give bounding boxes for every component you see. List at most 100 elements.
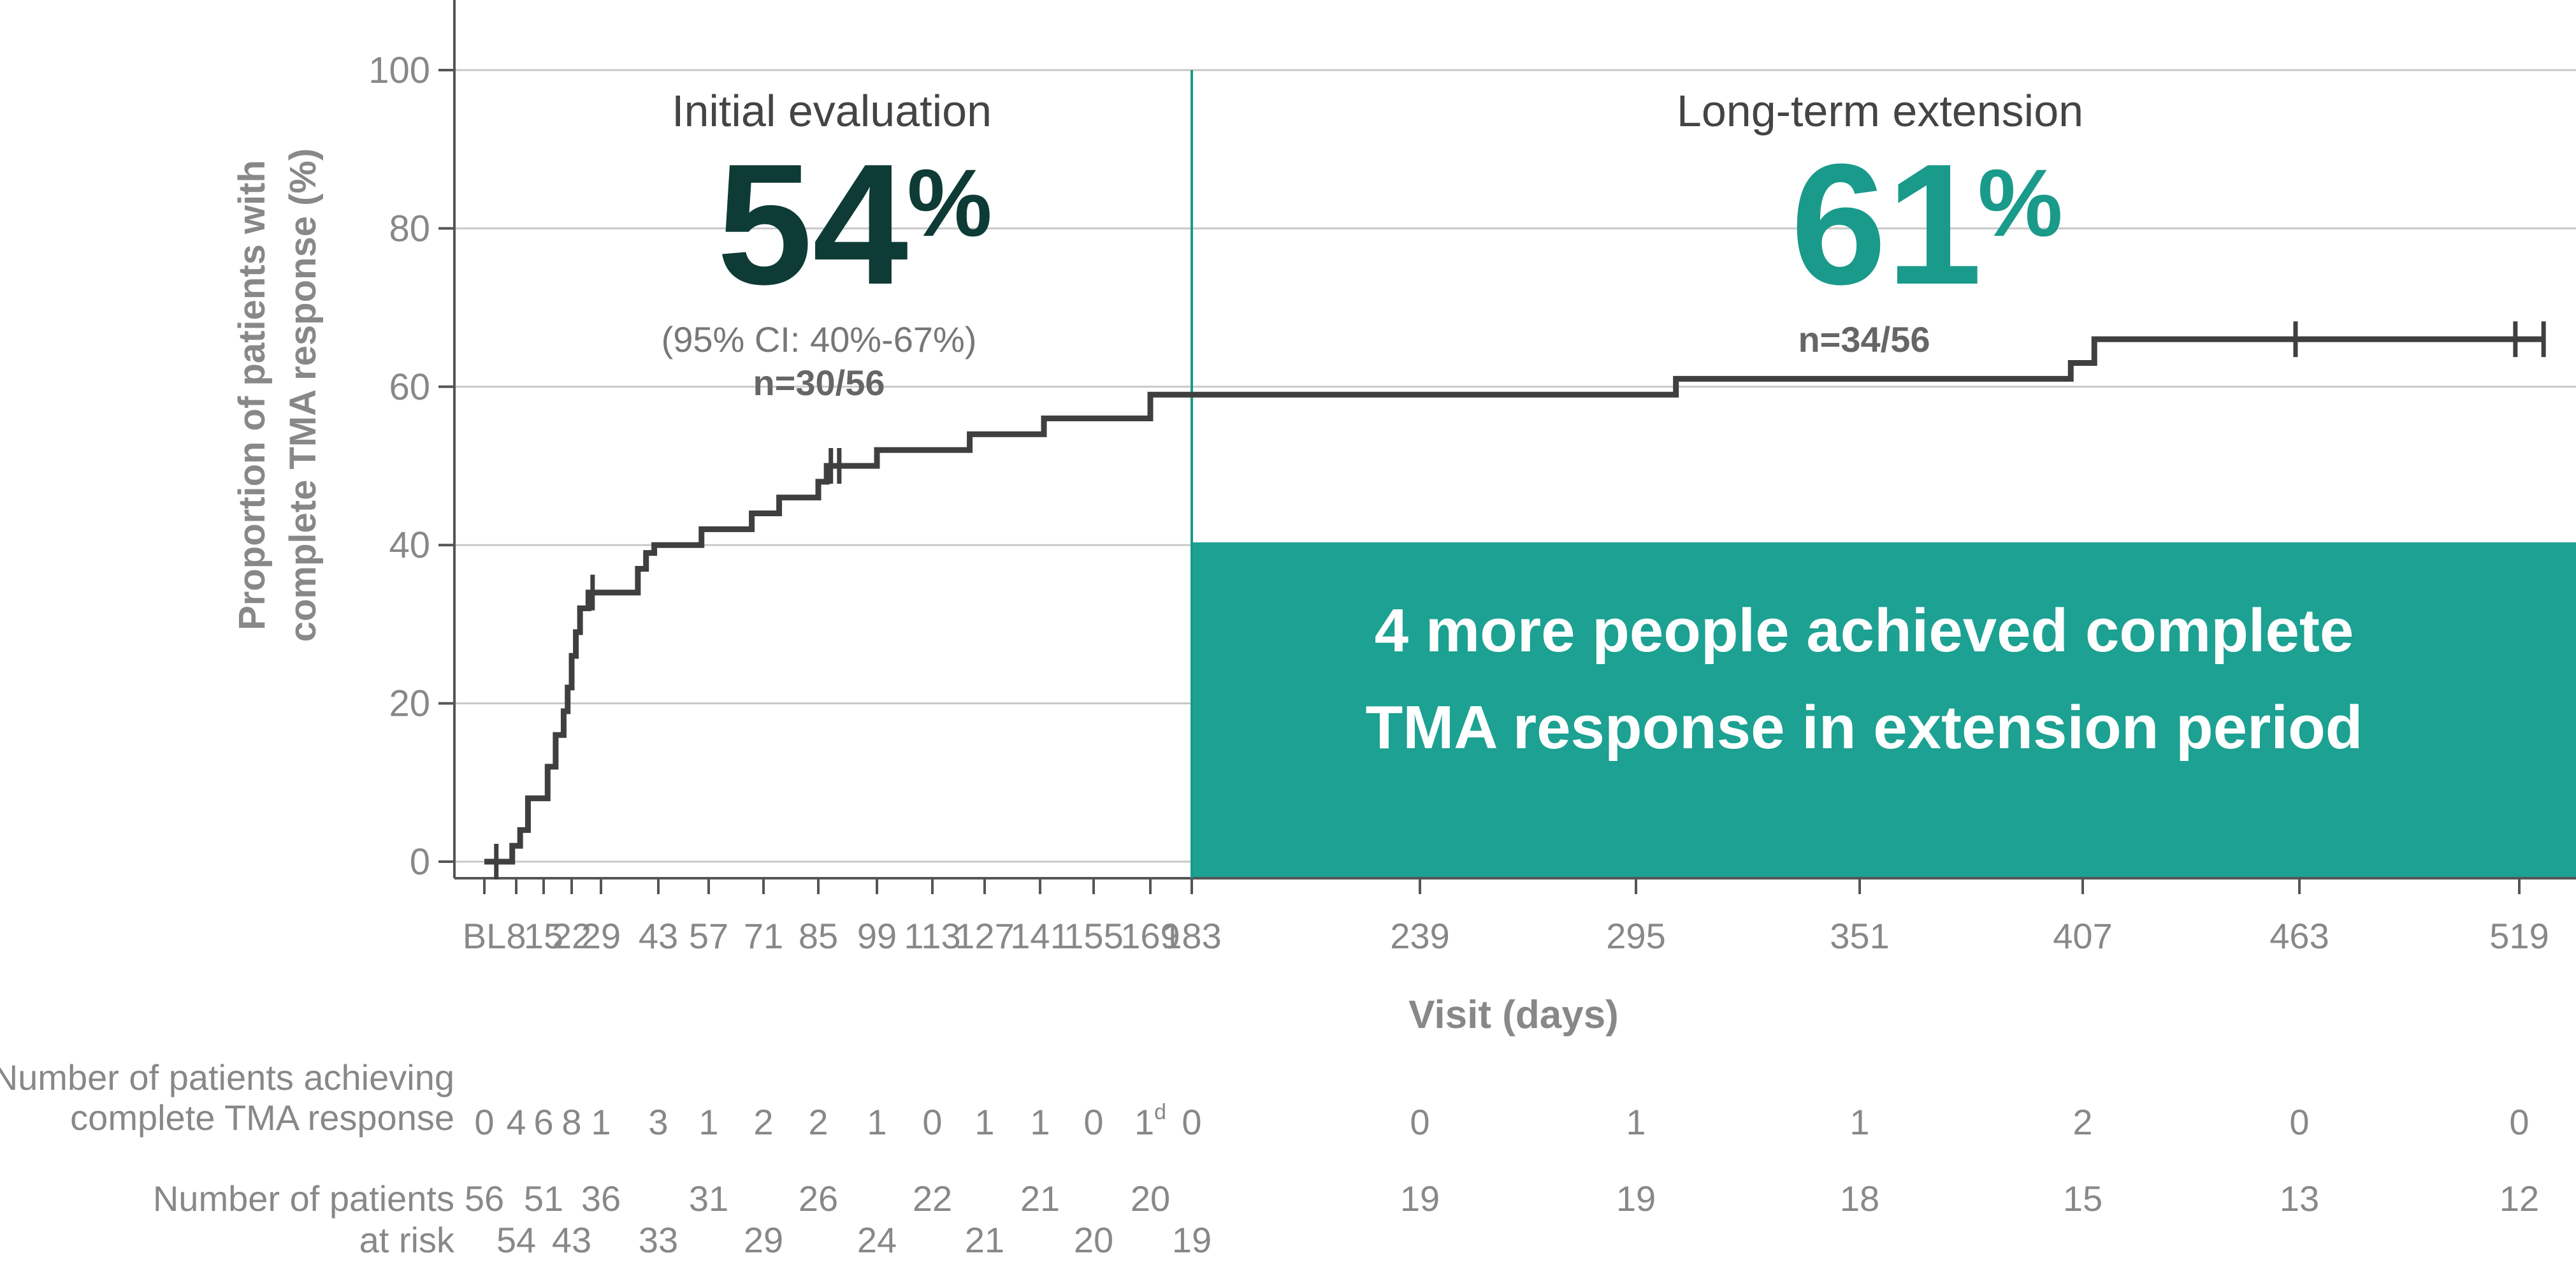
x-tick-label: 57 [689,916,728,956]
initial-panel-n: n=30/56 [753,363,885,403]
risk-value: 22 [913,1178,952,1219]
risk-value: 54 [496,1220,536,1260]
y-axis-label-line2: complete TMA response (%) [282,148,324,642]
callout-text-line2: TMA response in extension period [1366,693,2363,762]
risk-value: 15 [2063,1178,2102,1219]
extension-callout-box [1190,542,2576,879]
achieving-value: 8 [561,1102,581,1142]
extension-panel-unit: % [1978,149,2062,256]
x-tick-label: 113 [904,916,960,956]
risk-value: 13 [2280,1178,2319,1219]
y-tick-label: 80 [389,208,430,249]
x-tick-label: 127 [955,916,1014,956]
risk-value: 20 [1131,1178,1170,1219]
censor-marks [494,321,2546,880]
x-tick-label: 169 [1120,916,1180,956]
achieving-value: 1 [1030,1102,1050,1142]
achieving-value: 2 [2073,1102,2092,1142]
x-tick-label: 463 [2269,916,2329,956]
achieving-value: 0 [1410,1102,1429,1142]
achieving-value: 1 [591,1102,611,1142]
y-tick-label: 40 [389,525,430,566]
extension-panel-value: 61 [1791,129,1982,321]
achieving-values-row: 0 4 6 8 1 3 1 2 2 1 0 1 1 0 1d 0 0 1 1 2 0 0 [474,1100,2529,1142]
footnote-superscript: d [1154,1100,1166,1124]
risk-value: 20 [1074,1220,1113,1260]
x-tick-label: 519 [2489,916,2549,956]
risk-value: 26 [799,1178,838,1219]
km-step-line [484,336,2544,865]
x-tick-label: 407 [2053,916,2112,956]
risk-row-label-line1: Number of patients [153,1178,454,1219]
x-tick-label: 8 [506,916,526,956]
x-tick-label: 85 [799,916,838,956]
initial-panel-unit: % [907,149,992,256]
risk-value: 36 [581,1178,621,1219]
achieving-row-label-line2: complete TMA response [70,1097,454,1138]
initial-panel-ci: (95% CI: 40%-67%) [662,319,977,359]
achieving-value: 1 [1849,1102,1869,1142]
achieving-value: 6 [533,1102,553,1142]
achieving-value: 0 [474,1102,494,1142]
x-tick-label: 183 [1162,916,1221,956]
extension-panel-title: Long-term extension [1677,86,2083,136]
x-tick-label: 295 [1606,916,1665,956]
achieving-value: 3 [648,1102,668,1142]
y-tick-label: 100 [368,50,430,91]
y-axis-label-line1: Proportion of patients with [231,160,273,630]
risk-value: 19 [1172,1220,1212,1260]
x-tick-label: BL [463,916,507,956]
achieving-value: 0 [1083,1102,1103,1142]
callout-text-line1: 4 more people achieved complete [1375,597,2354,665]
achieving-row-label-line1: Number of patients achieving [0,1057,454,1097]
risk-value: 18 [1840,1178,1879,1219]
x-tick-label: 15 [524,916,563,956]
achieving-value: 1 [698,1102,718,1142]
achieving-value: 4 [506,1102,526,1142]
initial-panel-title: Initial evaluation [672,86,992,136]
achieving-value: 1 [1626,1102,1646,1142]
achieving-value: 2 [753,1102,773,1142]
x-tick-label: 351 [1830,916,1889,956]
risk-value: 19 [1616,1178,1656,1219]
risk-value: 21 [1020,1178,1060,1219]
achieving-value: 0 [2509,1102,2529,1142]
achieving-value: 0 [1182,1102,1201,1142]
initial-panel-value: 54 [717,129,909,321]
risk-value: 43 [552,1220,591,1260]
risk-row-label-line2: at risk [359,1220,455,1260]
x-tick-label: 71 [744,916,783,956]
risk-values-row-2: 54 43 33 29 24 21 20 19 [496,1220,1212,1260]
x-axis-label: Visit (days) [1408,993,1619,1037]
y-tick-label: 0 [410,841,430,883]
achieving-value: 0 [922,1102,942,1142]
risk-value: 21 [965,1220,1004,1260]
extension-panel-n: n=34/56 [1798,319,1930,359]
x-tick-label: 29 [581,916,621,956]
y-tick-label: 20 [389,683,430,725]
y-tick-labels: 0 20 40 60 80 100 [368,50,454,883]
risk-value: 56 [465,1178,504,1219]
achieving-value: 1 [867,1102,886,1142]
risk-value: 31 [689,1178,728,1219]
achieving-value: 0 [2289,1102,2309,1142]
y-tick-label: 60 [389,366,430,408]
x-tick-label: 43 [639,916,678,956]
x-tick-label: 155 [1064,916,1123,956]
risk-value: 12 [2500,1178,2539,1219]
x-tick-label: 99 [857,916,897,956]
x-tick-label: 239 [1390,916,1449,956]
x-tick-label: 141 [1010,916,1069,956]
risk-value: 33 [639,1220,678,1260]
achieving-value: 2 [808,1102,828,1142]
risk-values-row-1: 56 51 36 31 26 22 21 20 19 19 18 15 13 12 [465,1178,2539,1219]
x-tick-label: 22 [552,916,591,956]
risk-value: 24 [857,1220,897,1260]
risk-value: 51 [524,1178,563,1219]
achieving-value: 1 [974,1102,994,1142]
achieving-value: 1d [1134,1100,1166,1142]
risk-value: 19 [1400,1178,1440,1219]
risk-value: 29 [744,1220,783,1260]
